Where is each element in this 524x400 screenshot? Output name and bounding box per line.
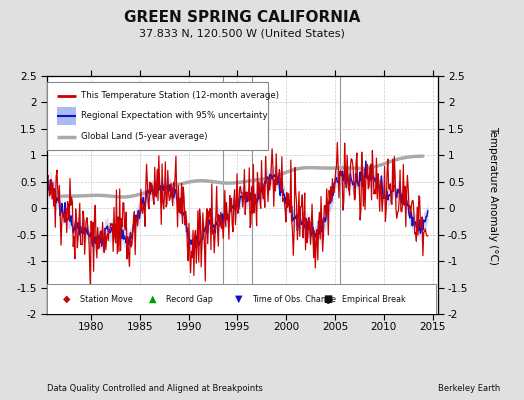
Text: Station Move: Station Move [80,295,133,304]
Bar [57,107,77,125]
Text: Berkeley Earth: Berkeley Earth [438,384,500,393]
Text: ■: ■ [324,294,333,304]
Text: Global Land (5-year average): Global Land (5-year average) [81,132,208,141]
Text: GREEN SPRING CALIFORNIA: GREEN SPRING CALIFORNIA [124,10,361,26]
Y-axis label: Temperature Anomaly (°C): Temperature Anomaly (°C) [488,126,498,264]
Text: 37.833 N, 120.500 W (United States): 37.833 N, 120.500 W (United States) [139,29,345,39]
Text: Time of Obs. Change: Time of Obs. Change [252,295,336,304]
Text: ▼: ▼ [235,294,242,304]
FancyBboxPatch shape [47,82,268,150]
Text: Empirical Break: Empirical Break [342,295,406,304]
Text: Data Quality Controlled and Aligned at Breakpoints: Data Quality Controlled and Aligned at B… [47,384,263,393]
Text: Regional Expectation with 95% uncertainty: Regional Expectation with 95% uncertaint… [81,112,268,120]
FancyBboxPatch shape [47,284,435,314]
Text: Record Gap: Record Gap [166,295,213,304]
Text: ◆: ◆ [63,294,70,304]
Text: ▲: ▲ [149,294,156,304]
Text: This Temperature Station (12-month average): This Temperature Station (12-month avera… [81,91,279,100]
